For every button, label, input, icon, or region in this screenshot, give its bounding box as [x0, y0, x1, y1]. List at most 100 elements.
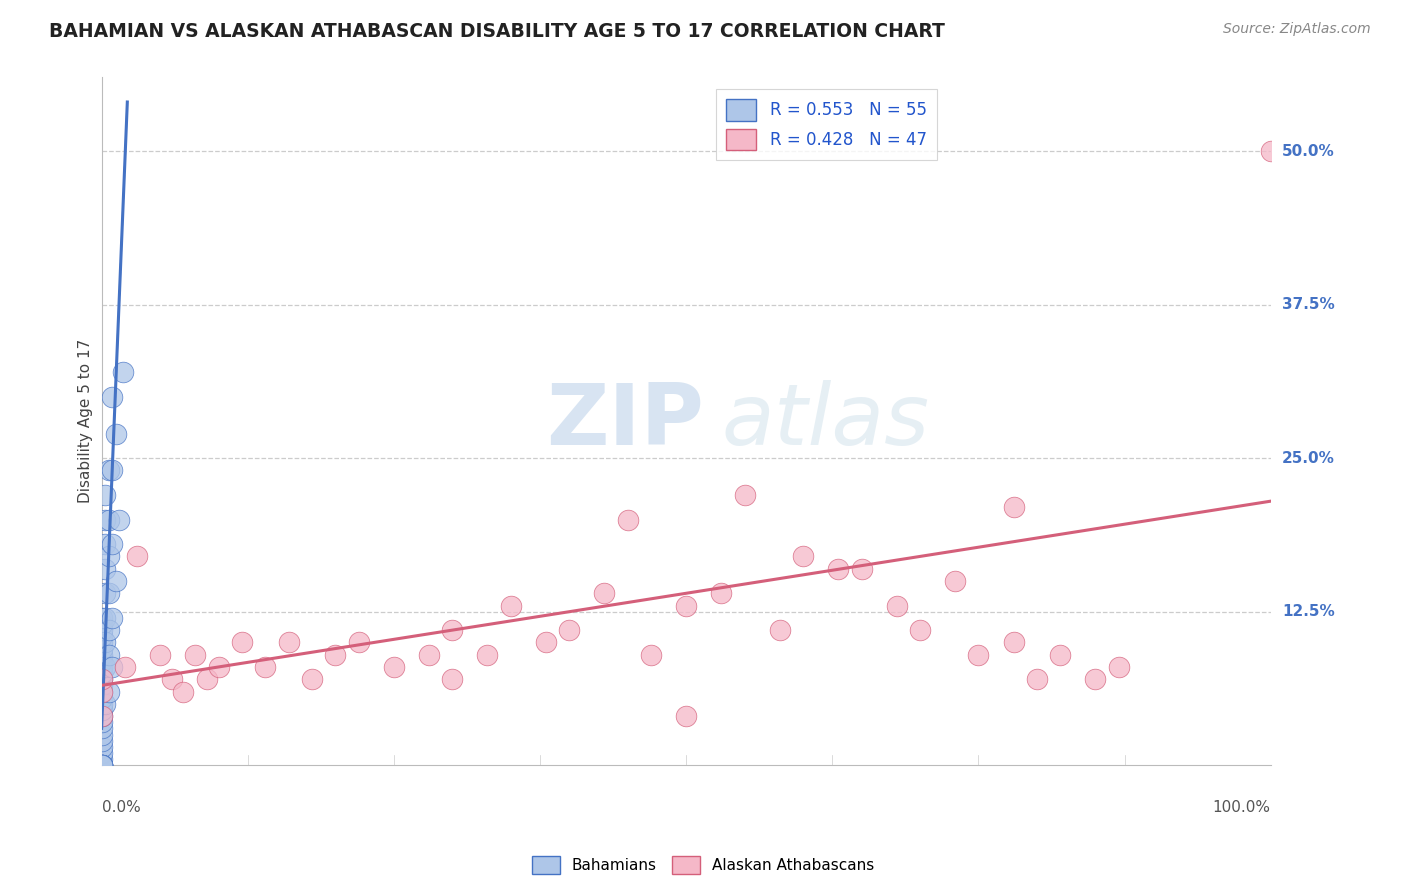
Point [90, 739, 112, 754]
Point [418, 648, 440, 662]
Point [101, 463, 124, 477]
Point [90, 709, 112, 723]
Point [184, 648, 207, 662]
Point [90, 672, 112, 686]
Point [90, 715, 112, 730]
Point [1049, 648, 1071, 662]
Point [94, 697, 117, 711]
Point [593, 586, 616, 600]
Point [943, 574, 966, 588]
Text: 100.0%: 100.0% [1213, 799, 1271, 814]
Point [477, 648, 499, 662]
Point [90, 678, 112, 692]
Text: atlas: atlas [721, 380, 929, 463]
Text: 25.0%: 25.0% [1282, 450, 1334, 466]
Point [967, 648, 990, 662]
Point [94, 562, 117, 576]
Point [90, 690, 112, 705]
Point [90, 641, 112, 656]
Point [90, 666, 112, 681]
Point [90, 654, 112, 668]
Point [301, 672, 323, 686]
Point [886, 599, 908, 613]
Point [90, 611, 112, 625]
Text: 50.0%: 50.0% [1282, 144, 1334, 159]
Point [97, 512, 120, 526]
Point [90, 733, 112, 747]
Point [90, 629, 112, 643]
Point [675, 709, 697, 723]
Text: BAHAMIAN VS ALASKAN ATHABASCAN DISABILITY AGE 5 TO 17 CORRELATION CHART: BAHAMIAN VS ALASKAN ATHABASCAN DISABILIT… [49, 22, 945, 41]
Point [94, 660, 117, 674]
Point [97, 463, 120, 477]
Point [769, 623, 792, 637]
Legend: Bahamians, Alaskan Athabascans: Bahamians, Alaskan Athabascans [526, 850, 880, 880]
Text: 37.5%: 37.5% [1282, 297, 1334, 312]
Point [90, 684, 112, 698]
Point [207, 660, 229, 674]
Y-axis label: Disability Age 5 to 17: Disability Age 5 to 17 [79, 339, 93, 503]
Point [90, 660, 112, 674]
Point [90, 623, 112, 637]
Point [441, 672, 464, 686]
Point [101, 390, 124, 404]
Point [94, 512, 117, 526]
Point [90, 635, 112, 649]
Point [231, 635, 253, 649]
Point [149, 648, 172, 662]
Point [111, 365, 134, 379]
Point [94, 537, 117, 551]
Point [90, 722, 112, 736]
Text: 12.5%: 12.5% [1282, 604, 1334, 619]
Point [101, 660, 124, 674]
Point [172, 684, 194, 698]
Point [104, 426, 127, 441]
Point [1260, 144, 1282, 158]
Point [97, 586, 120, 600]
Point [90, 648, 112, 662]
Point [90, 709, 112, 723]
Point [347, 635, 370, 649]
Point [908, 623, 931, 637]
Point [90, 672, 112, 686]
Point [101, 537, 124, 551]
Point [277, 635, 299, 649]
Point [382, 660, 405, 674]
Point [90, 758, 112, 772]
Point [616, 512, 638, 526]
Point [114, 660, 136, 674]
Point [97, 684, 120, 698]
Point [90, 727, 112, 741]
Point [94, 635, 117, 649]
Point [97, 623, 120, 637]
Point [792, 549, 814, 564]
Point [851, 562, 873, 576]
Point [827, 562, 849, 576]
Point [90, 703, 112, 717]
Point [90, 758, 112, 772]
Point [325, 648, 347, 662]
Point [254, 660, 277, 674]
Point [101, 611, 124, 625]
Point [675, 599, 697, 613]
Point [534, 635, 557, 649]
Point [90, 684, 112, 698]
Point [1026, 672, 1049, 686]
Point [499, 599, 522, 613]
Point [94, 488, 117, 502]
Point [90, 758, 112, 772]
Point [160, 672, 183, 686]
Text: 0.0%: 0.0% [101, 799, 141, 814]
Point [90, 697, 112, 711]
Point [108, 512, 131, 526]
Point [441, 623, 464, 637]
Point [195, 672, 218, 686]
Point [640, 648, 662, 662]
Point [97, 648, 120, 662]
Point [710, 586, 733, 600]
Point [1108, 660, 1130, 674]
Point [94, 586, 117, 600]
Point [734, 488, 756, 502]
Point [90, 758, 112, 772]
Point [90, 617, 112, 632]
